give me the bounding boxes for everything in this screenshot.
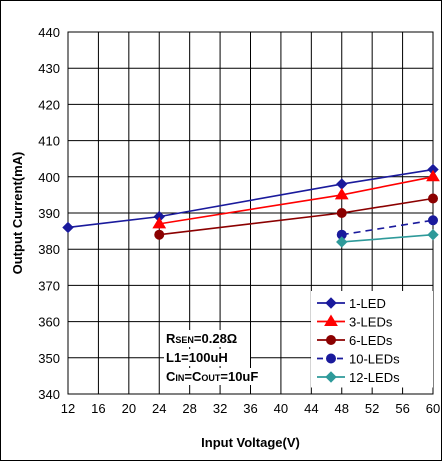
legend-label: 6-LEDs [349,333,393,348]
x-tick-label: 52 [365,401,379,416]
data-point [336,236,348,248]
data-point [428,193,438,204]
y-tick-label: 380 [38,242,60,257]
annotations: RSEN=0.28Ω L1=100uH CIN=COUT=10uF [164,330,268,385]
y-tick-label: 420 [38,97,60,112]
y-tick-label: 440 [38,25,60,40]
x-tick-label: 12 [61,401,75,416]
series-5 [336,229,439,248]
annotation-background [164,349,250,366]
y-tick-label: 410 [38,134,60,149]
x-tick-label: 36 [243,401,257,416]
y-tick-label: 360 [38,315,60,330]
y-tick-label: 430 [38,61,60,76]
x-tick-label: 20 [122,401,136,416]
legend-entry: 6-LEDs [317,333,393,348]
legend-label: 1-LED [349,296,386,311]
y-tick-label: 340 [38,387,60,402]
series-line [341,233,434,243]
series-line [159,176,434,225]
x-tick-label: 56 [395,401,409,416]
x-tick-label: 16 [91,401,105,416]
y-axis-title: Output Current(mA) [10,152,25,275]
data-point [427,229,439,241]
axis-ticks: 12 16 20 24 28 32 36 40 44 48 52 56 60 340 350 360 370 38… [38,25,440,416]
legend-marker [325,371,337,383]
x-tick-label: 24 [152,401,166,416]
x-axis-title: Input Voltage(V) [201,435,300,450]
x-tick-label: 60 [426,401,440,416]
series-line [67,168,434,229]
legend-label: 12-LEDs [349,370,400,385]
annotation-text: CIN=COUT=10uF [166,369,258,384]
x-tick-label: 32 [213,401,227,416]
y-tick-label: 390 [38,206,60,221]
annotation-background [164,368,268,385]
series-layer [62,163,440,248]
annotation-text: L1=100uH [166,350,228,365]
y-tick-label: 350 [38,351,60,366]
legend-entry: 12-LEDs [317,370,400,385]
series-2 [152,169,440,229]
x-tick-label: 28 [182,401,196,416]
series-3 [154,193,438,240]
x-tick-label: 44 [304,401,318,416]
x-tick-label: 48 [335,401,349,416]
legend-marker [324,314,338,326]
y-tick-label: 370 [38,278,60,293]
series-1 [62,163,439,234]
data-point [62,221,74,234]
series-4 [336,215,438,240]
data-point [426,169,440,182]
data-point [152,216,167,229]
plot-area-frame [67,31,434,395]
data-point [336,208,347,218]
data-point [334,187,349,200]
data-point [428,215,438,226]
legend-label: 3-LEDs [349,315,393,330]
x-tick-label: 40 [274,401,288,416]
legend-entry: 10-LEDs [317,352,400,367]
annotation-text: RSEN=0.28Ω [166,331,237,346]
series-line [341,219,434,236]
y-tick-label: 400 [38,170,60,185]
annotation-background [164,330,250,347]
data-point [336,178,348,190]
legend-marker [326,353,336,364]
legend-entry: 3-LEDs [317,315,393,330]
legend-marker [325,297,337,309]
legend: 1-LED 3-LEDs 6-LEDs 10-LEDs 12-LEDs [311,291,433,388]
legend-marker [326,335,336,345]
legend-label: 10-LEDs [349,352,400,367]
legend-entry: 1-LED [317,296,386,311]
data-point [154,229,165,240]
